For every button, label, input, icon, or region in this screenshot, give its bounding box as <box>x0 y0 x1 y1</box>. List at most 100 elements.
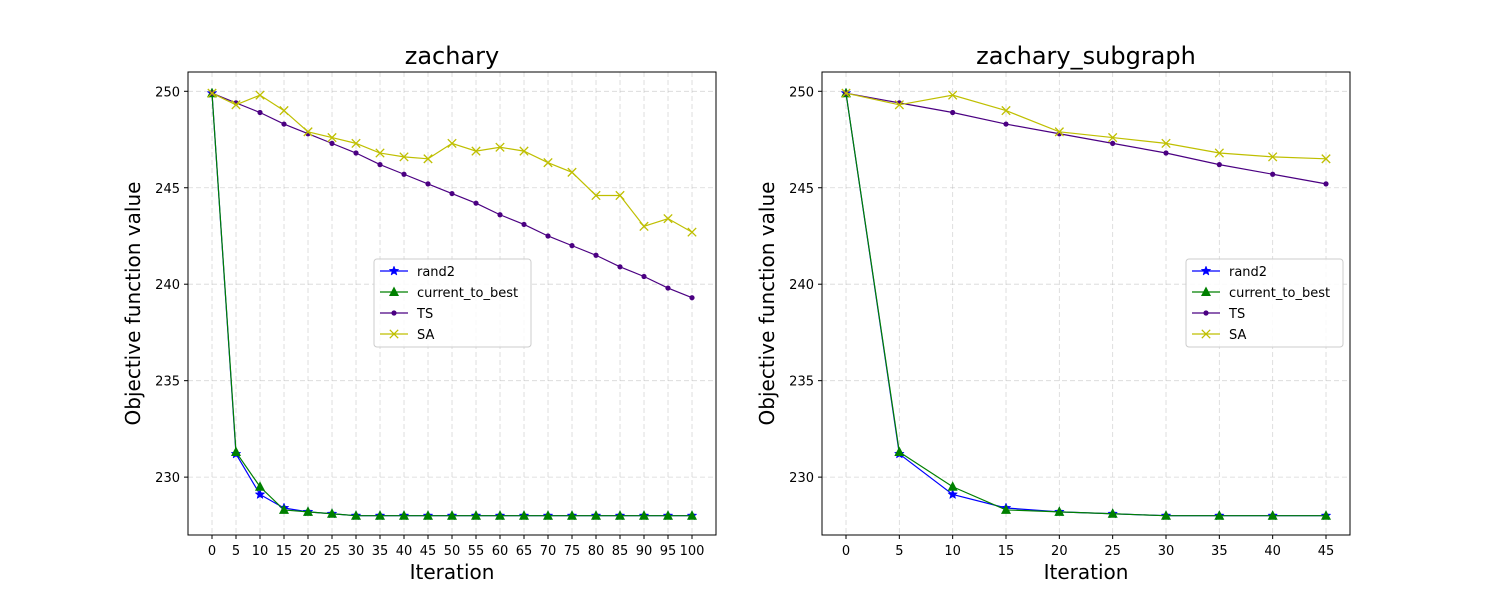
legend-label: TS <box>1228 307 1245 322</box>
x-tick-label: 100 <box>680 544 705 559</box>
data-point <box>947 488 959 500</box>
data-point <box>639 510 649 520</box>
data-point <box>591 190 601 201</box>
x-tick-label: 5 <box>232 544 240 559</box>
data-point <box>948 90 958 100</box>
chart-zachary: 0 5 10 15 20 25 30 35 40 45 50 55 60 65 70 75 80 85 90 95 10… <box>121 42 717 584</box>
x-tick-label: 35 <box>1211 544 1228 559</box>
legend-label: current_to_best <box>417 286 518 301</box>
data-point <box>665 285 671 291</box>
data-point <box>1107 508 1118 518</box>
legend-item: TS <box>380 307 433 322</box>
legend: rand2 current_to_best TS SA <box>373 258 532 348</box>
data-point <box>449 190 455 197</box>
x-tick-label: 95 <box>660 544 677 559</box>
y-tick-label: 235 <box>789 375 814 390</box>
data-point <box>1267 510 1278 520</box>
data-point <box>567 510 577 520</box>
data-point <box>327 508 337 518</box>
data-point <box>950 109 956 116</box>
data-point <box>1163 150 1169 156</box>
data-point <box>519 146 529 156</box>
x-tick-label: 70 <box>540 544 557 559</box>
data-point <box>841 88 851 98</box>
legend-marker <box>1201 286 1211 296</box>
grid <box>188 72 716 535</box>
legend-marker <box>389 286 399 296</box>
y-axis-title: Objective function value <box>755 182 779 426</box>
y-tick-label: 245 <box>789 182 814 197</box>
data-point <box>1001 105 1011 116</box>
data-point <box>1108 132 1118 143</box>
x-tick-label: 50 <box>444 544 461 559</box>
x-tick-label: 5 <box>895 544 903 559</box>
x-tick-label: 30 <box>348 544 365 559</box>
data-point <box>615 510 625 520</box>
series-TS <box>843 90 1329 187</box>
data-point <box>471 146 481 156</box>
series-line <box>845 92 1327 160</box>
data-point <box>947 481 958 491</box>
x-tick-label: 40 <box>396 544 413 559</box>
data-point <box>1214 148 1224 158</box>
data-point <box>1214 510 1225 520</box>
x-tick-label: 0 <box>208 544 216 559</box>
x-tick-label: 40 <box>1264 544 1281 559</box>
data-point <box>329 140 335 146</box>
x-tick-label: 25 <box>324 544 341 559</box>
series-line <box>845 92 1327 185</box>
data-point <box>1001 504 1011 514</box>
x-tick-label: 20 <box>1051 544 1068 559</box>
y-axis-title: Objective function value <box>121 182 145 426</box>
data-point <box>615 190 625 201</box>
series-current-to-best <box>207 87 697 520</box>
x-tick-label: 65 <box>516 544 533 559</box>
legend-item: SA <box>1192 328 1246 343</box>
y-tick-label: 245 <box>155 182 180 197</box>
series-TS <box>209 90 695 301</box>
y-tick-label: 240 <box>789 278 814 293</box>
legend-label: rand2 <box>1229 265 1267 280</box>
data-point <box>279 105 289 116</box>
data-point <box>1268 152 1278 162</box>
legend-marker <box>389 329 399 339</box>
legend-marker <box>1203 310 1209 316</box>
data-point <box>567 167 577 177</box>
legend: rand2 current_to_best TS SA <box>1185 258 1344 348</box>
data-point <box>353 150 359 156</box>
x-tick-label: 20 <box>300 544 317 559</box>
chart-zachary-subgraph: 0 5 10 15 20 25 30 35 40 45 230 235 240 245 250 zachary… <box>755 42 1351 584</box>
data-point <box>687 510 697 520</box>
data-point <box>495 510 505 520</box>
data-point <box>1110 140 1116 146</box>
x-tick-label: 90 <box>636 544 653 559</box>
x-tick-label: 45 <box>420 544 437 559</box>
series-line <box>845 93 1326 517</box>
data-point <box>663 213 673 224</box>
data-point <box>639 221 649 231</box>
data-point <box>401 171 407 177</box>
data-point <box>231 100 241 110</box>
data-point <box>894 100 904 110</box>
y-tick-label: 240 <box>155 278 180 293</box>
data-point <box>1323 181 1329 187</box>
data-point <box>1270 171 1276 177</box>
legend-label: rand2 <box>417 265 455 280</box>
data-point <box>641 273 647 280</box>
data-point <box>894 446 905 457</box>
x-tick-label: 0 <box>842 544 850 559</box>
data-point <box>231 446 241 457</box>
legend-marker <box>1201 329 1211 339</box>
data-point <box>254 488 266 500</box>
chart-title: zachary_subgraph <box>976 42 1196 70</box>
data-point <box>423 510 433 520</box>
data-point <box>375 148 385 158</box>
x-tick-label: 85 <box>612 544 629 559</box>
plot-frame <box>821 71 1351 536</box>
data-point <box>519 510 529 520</box>
x-tick-label: 80 <box>588 544 605 559</box>
series-SA <box>841 88 1331 164</box>
data-point <box>1321 510 1331 520</box>
data-point <box>663 510 673 520</box>
legend-label: SA <box>1229 328 1246 343</box>
